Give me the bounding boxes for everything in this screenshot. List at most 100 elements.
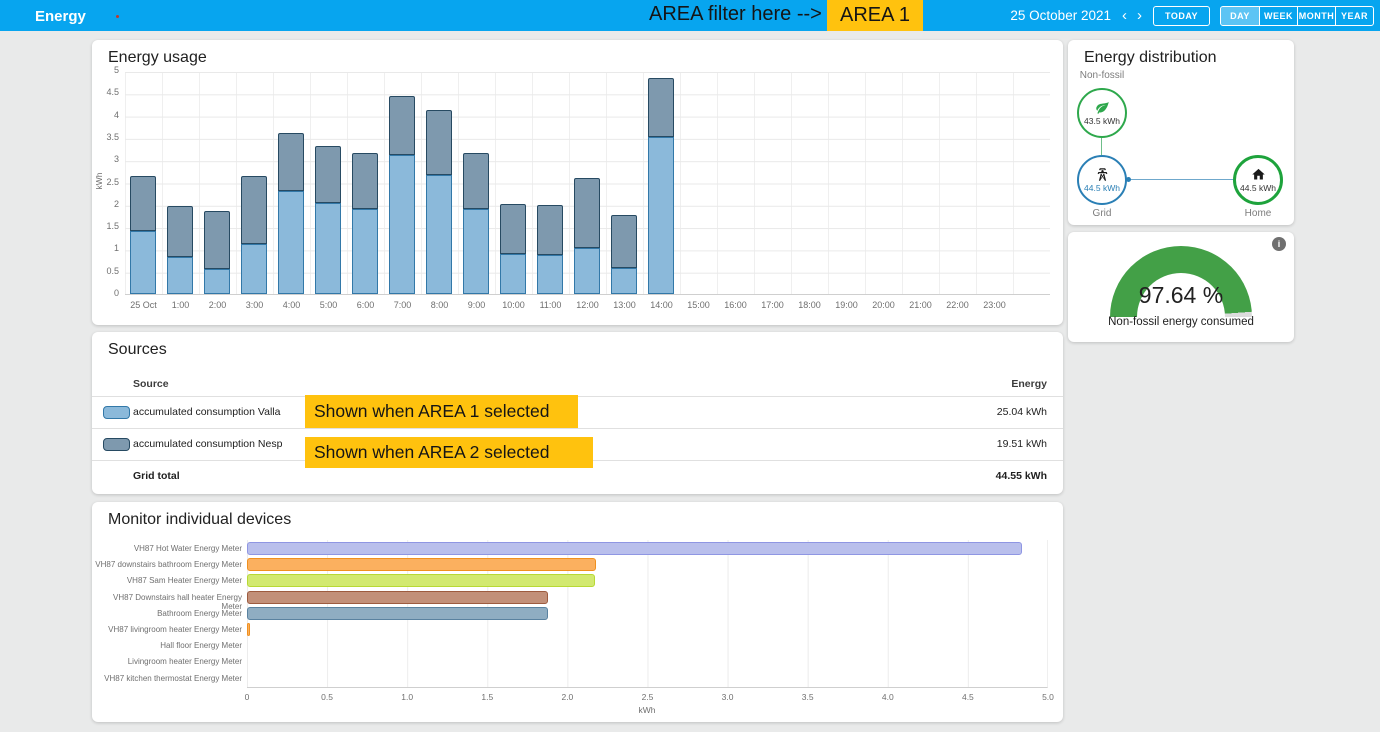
usage-xtick: 11:00: [539, 300, 562, 310]
grid-total-label: Grid total: [133, 470, 180, 482]
range-button-month[interactable]: MONTH: [1297, 6, 1335, 25]
sources-col-energy: Energy: [1011, 378, 1047, 390]
usage-ytick: 3: [113, 154, 119, 165]
grid-total-row: Grid total 44.55 kWh: [92, 460, 1063, 492]
leaf-icon: [1095, 101, 1109, 114]
sources-title: Sources: [108, 341, 167, 358]
devices-xtick: 1.0: [401, 692, 414, 702]
energy-usage-title: Energy usage: [108, 49, 207, 66]
usage-segment-nesp: [648, 77, 674, 138]
usage-segment-nesp: [315, 145, 341, 203]
page-title: Energy: [35, 8, 86, 25]
usage-xtick: 22:00: [946, 300, 969, 310]
range-button-week[interactable]: WEEK: [1259, 6, 1297, 25]
device-bar-5: [247, 623, 251, 636]
home-label: Home: [1244, 208, 1272, 219]
usage-xtick: 4:00: [282, 300, 301, 310]
usage-xtick: 17:00: [761, 300, 784, 310]
usage-bar-1300: [611, 214, 637, 294]
devices-xtick: 0: [244, 692, 250, 702]
non-fossil-node[interactable]: 43.5 kWh: [1077, 88, 1127, 138]
usage-segment-nesp: [204, 210, 230, 269]
area-filter-chip[interactable]: AREA 1: [827, 0, 924, 31]
devices-xtick: 3.5: [801, 692, 814, 702]
usage-segment-valla: [648, 137, 674, 294]
device-label: VH87 livingroom heater Energy Meter: [108, 625, 242, 634]
grid-total-energy: 44.55 kWh: [995, 470, 1047, 482]
device-bar-3: [247, 590, 549, 604]
usage-xtick: 16:00: [724, 300, 747, 310]
source-swatch-2: [103, 438, 130, 451]
usage-ytick: 5: [113, 65, 119, 75]
usage-segment-valla: [204, 268, 230, 294]
devices-xtick: 5.0: [1042, 692, 1054, 702]
usage-xtick: 25 Oct: [130, 300, 157, 310]
info-icon[interactable]: i: [1272, 237, 1286, 251]
usage-segment-valla: [241, 244, 267, 294]
annotation-area2: Shown when AREA 2 selected: [305, 437, 593, 468]
usage-xtick: 21:00: [909, 300, 932, 310]
home-node[interactable]: 44.5 kWh: [1233, 155, 1283, 205]
usage-bar-25Oct: [130, 176, 156, 294]
non-fossil-label: Non-fossil: [1079, 70, 1125, 81]
usage-ytick: 3.5: [106, 131, 119, 142]
usage-bar-1400: [648, 77, 674, 294]
usage-segment-nesp: [241, 176, 267, 245]
chevron-right-icon[interactable]: ›: [1136, 7, 1142, 24]
today-button[interactable]: TODAY: [1152, 5, 1210, 26]
usage-bar-500: [315, 145, 341, 294]
energy-usage-chart: kWh 0 0.5 1 1.5 2 2.5 3 3.5 4 4.5 5 25 Oct 1:00 2:00 3…: [94, 65, 1050, 310]
usage-segment-nesp: [352, 153, 378, 210]
usage-bar-900: [463, 153, 489, 294]
transmission-tower-icon: [1097, 168, 1107, 181]
devices-xtick: 4.0: [881, 692, 894, 702]
gauge-card: i 97.64 % Non-fossil energy consumed: [1068, 232, 1294, 342]
devices-xtick: 2.0: [561, 692, 574, 702]
device-bar-4: [247, 606, 549, 620]
gauge-label: Non-fossil energy consumed: [1108, 316, 1254, 328]
usage-segment-valla: [389, 154, 415, 294]
usage-xtick: 18:00: [798, 300, 821, 310]
usage-ytick: 0: [113, 288, 119, 298]
usage-segment-valla: [167, 257, 193, 294]
usage-segment-valla: [611, 268, 637, 294]
grid-label: Grid: [1092, 208, 1112, 219]
usage-segment-nesp: [463, 153, 489, 210]
device-bar-2: [247, 574, 595, 588]
range-button-day[interactable]: DAY: [1221, 6, 1259, 25]
red-dot: [116, 15, 119, 18]
usage-segment-valla: [130, 230, 156, 294]
home-icon: [1251, 168, 1265, 180]
sources-col-source: Source: [133, 378, 169, 390]
range-button-group: DAY WEEK MONTH YEAR: [1220, 5, 1374, 26]
source-label-1: accumulated consumption Valla: [133, 406, 281, 418]
usage-bar-600: [352, 153, 378, 294]
range-button-year[interactable]: YEAR: [1335, 6, 1373, 25]
usage-segment-valla: [278, 190, 304, 294]
non-fossil-value: 43.5 kWh: [1084, 116, 1120, 126]
devices-x-axis-label: kWh: [638, 705, 656, 715]
usage-ytick: 2.5: [106, 176, 119, 187]
source-label-2: accumulated consumption Nesp: [133, 438, 283, 450]
grid-node[interactable]: 44.5 kWh: [1077, 155, 1127, 205]
divider: [92, 428, 1063, 429]
device-label: Hall floor Energy Meter: [160, 641, 242, 651]
usage-segment-nesp: [500, 204, 526, 254]
usage-ytick: 4.5: [106, 87, 119, 98]
usage-xtick: 8:00: [430, 300, 449, 310]
usage-segment-valla: [537, 254, 563, 294]
usage-bar-300: [241, 176, 267, 294]
usage-xtick: 20:00: [872, 300, 895, 310]
usage-xtick: 23:00: [983, 300, 1006, 310]
usage-xtick: 3:00: [245, 300, 264, 310]
device-bar-0: [247, 542, 1023, 555]
distribution-title: Energy distribution: [1084, 49, 1217, 66]
usage-bar-700: [389, 96, 415, 294]
devices-xtick: 1.5: [481, 692, 494, 702]
sources-card: Sources Source Energy accumulated consum…: [92, 332, 1063, 494]
chevron-left-icon[interactable]: ‹: [1121, 7, 1127, 24]
usage-segment-nesp: [130, 176, 156, 231]
devices-xtick: 0.5: [321, 692, 333, 702]
device-label: VH87 downstairs bathroom Energy Meter: [95, 560, 242, 570]
annotation-area1: Shown when AREA 1 selected: [305, 395, 578, 428]
